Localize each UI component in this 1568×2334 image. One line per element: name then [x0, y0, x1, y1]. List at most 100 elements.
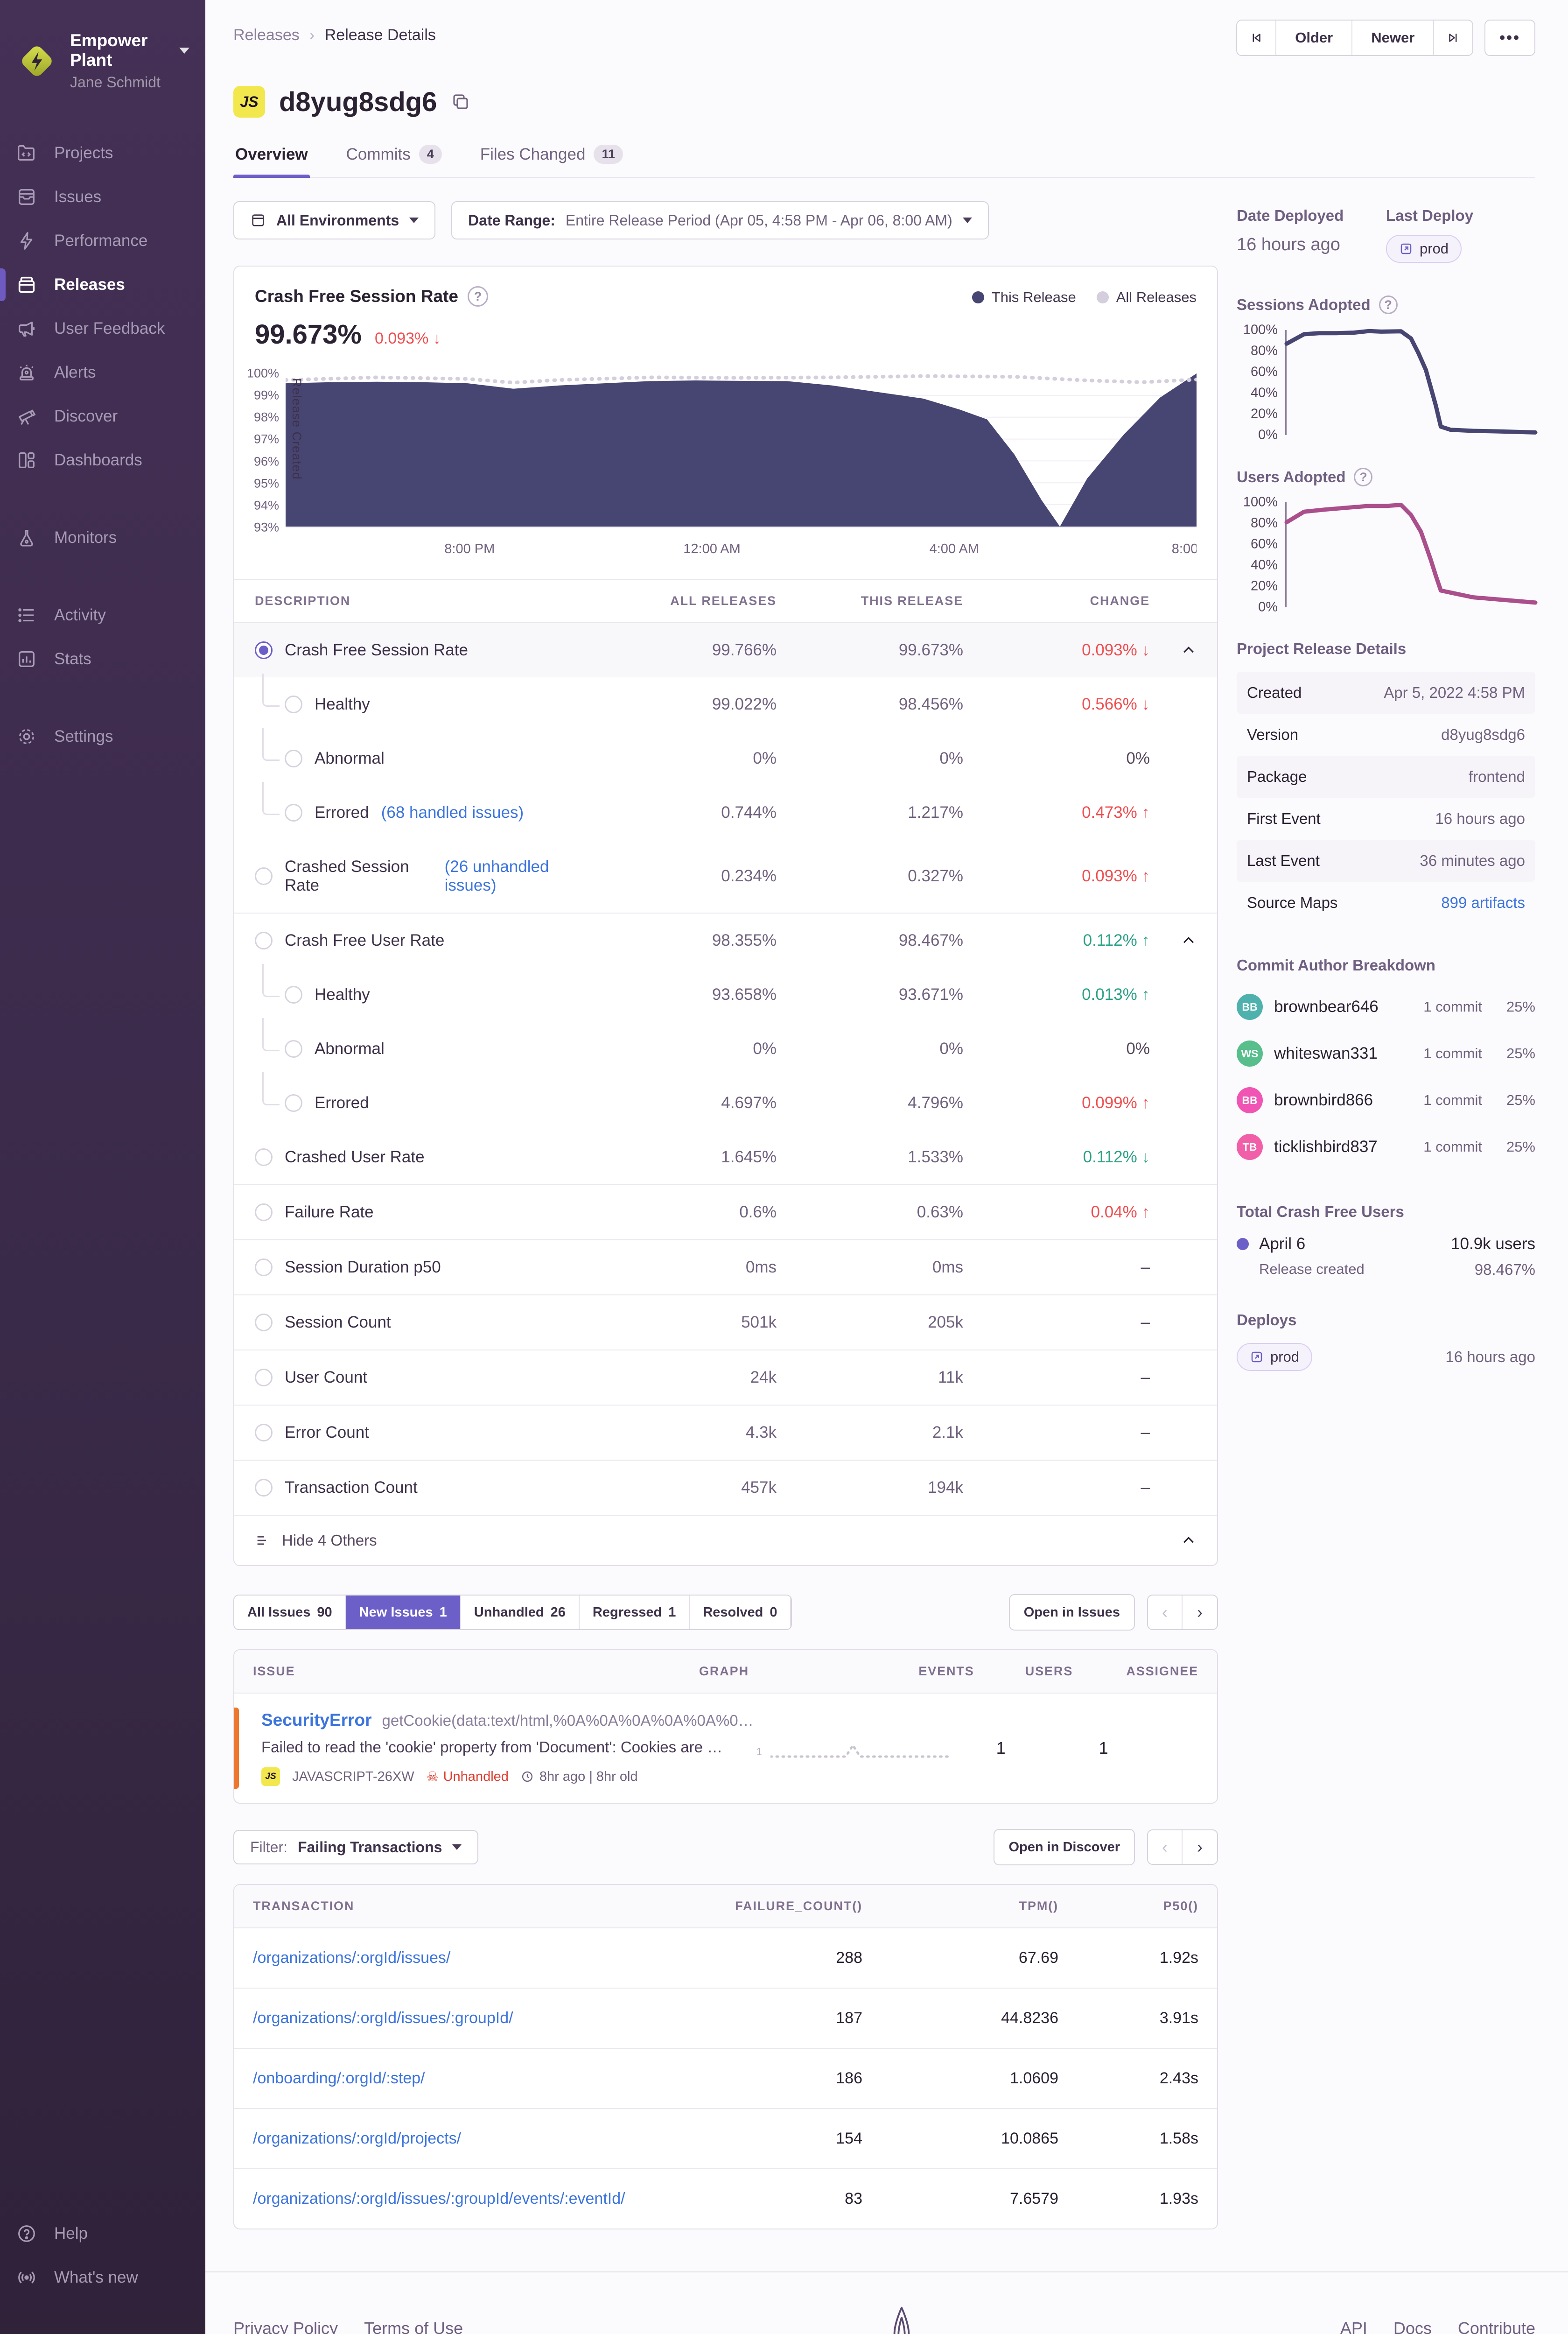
metric-radio[interactable]	[285, 1094, 302, 1112]
metric-radio[interactable]	[285, 804, 302, 822]
metric-radio[interactable]	[255, 1479, 273, 1497]
sidebar-item-stats[interactable]: Stats	[0, 637, 205, 681]
legend-this-release[interactable]: This Release	[972, 289, 1076, 306]
metric-this-release: 0.63%	[917, 1203, 963, 1221]
metric-radio[interactable]	[255, 867, 273, 885]
issues-tab-label: Regressed	[592, 1604, 662, 1620]
legend-all-releases[interactable]: All Releases	[1096, 289, 1197, 306]
footer-link[interactable]: Privacy Policy	[233, 2319, 338, 2334]
sidebar-item-monitors[interactable]: Monitors	[0, 516, 205, 560]
help-tooltip-icon[interactable]: ?	[1354, 468, 1373, 486]
metric-radio[interactable]	[255, 932, 273, 949]
tab-label: Files Changed	[480, 145, 586, 163]
metric-radio[interactable]	[255, 1203, 273, 1221]
metric-radio[interactable]	[285, 986, 302, 1004]
footer-link[interactable]: Terms of Use	[364, 2319, 463, 2334]
author-percentage: 25%	[1506, 1092, 1535, 1108]
metric-radio[interactable]	[255, 1369, 273, 1386]
sidebar-item-alerts[interactable]: Alerts	[0, 351, 205, 394]
issues-filter-tab[interactable]: Resolved 0	[690, 1596, 791, 1629]
prev-page-button[interactable]: ‹	[1148, 1596, 1183, 1629]
issues-filter-tab[interactable]: New Issues 1	[346, 1596, 461, 1629]
next-page-button[interactable]: ›	[1197, 1837, 1203, 1856]
sidebar-item-settings[interactable]: Settings	[0, 715, 205, 759]
oldest-button[interactable]	[1237, 21, 1277, 55]
open-in-discover-button[interactable]: Open in Discover	[994, 1829, 1135, 1865]
issues-filter-tab[interactable]: Unhandled 26	[461, 1596, 580, 1629]
hide-others-toggle[interactable]: Hide 4 Others	[234, 1515, 1217, 1565]
detail-row: Version d8yug8sdg6	[1237, 714, 1535, 756]
transaction-link[interactable]: /organizations/:orgId/issues/	[253, 1949, 451, 1967]
newer-button[interactable]: Newer	[1352, 21, 1435, 55]
next-page-button[interactable]: ›	[1197, 1603, 1203, 1622]
sidebar-item-activity[interactable]: Activity	[0, 593, 205, 637]
siren-icon	[19, 365, 34, 380]
footer-link[interactable]: API	[1340, 2319, 1367, 2334]
metric-label: Session Duration p50	[285, 1258, 441, 1276]
metric-radio[interactable]	[285, 750, 302, 767]
sidebar-footer: Help What's new Collapse	[0, 2212, 205, 2334]
release-details-table: Created Apr 5, 2022 4:58 PM Version d8yu…	[1237, 672, 1535, 924]
metric-radio[interactable]	[285, 1040, 302, 1058]
sidebar-item-dashboards[interactable]: Dashboards	[0, 438, 205, 482]
footer-link[interactable]: Docs	[1393, 2319, 1432, 2334]
tab-overview[interactable]: Overview	[233, 142, 310, 178]
help-tooltip-icon[interactable]: ?	[1379, 295, 1398, 314]
org-switcher[interactable]: Empower Plant Jane Schmidt	[0, 19, 205, 103]
metric-radio[interactable]	[255, 1258, 273, 1276]
sidebar-item-releases[interactable]: Releases	[0, 263, 205, 307]
date-range-filter[interactable]: Date Range: Entire Release Period (Apr 0…	[451, 201, 989, 239]
open-in-issues-button[interactable]: Open in Issues	[1008, 1594, 1135, 1631]
col-transaction: TRANSACTION	[253, 1899, 355, 1913]
metric-radio[interactable]	[255, 1314, 273, 1331]
prev-page-button[interactable]: ‹	[1148, 1830, 1183, 1864]
transactions-filter[interactable]: Filter: Failing Transactions	[233, 1830, 479, 1864]
deploy-env-pill[interactable]: prod	[1386, 235, 1462, 263]
metric-radio[interactable]	[255, 641, 273, 659]
sidebar-collapse-button[interactable]: Collapse	[0, 2333, 205, 2334]
metric-issues-link[interactable]: (68 handled issues)	[381, 803, 524, 822]
more-actions-button[interactable]: •••	[1484, 20, 1535, 56]
tab-commits[interactable]: Commits 4	[344, 142, 444, 177]
issues-filter-tab[interactable]: All Issues 90	[234, 1596, 346, 1629]
org-user: Jane Schmidt	[70, 74, 161, 91]
footer-link[interactable]: Contribute	[1457, 2319, 1535, 2334]
metric-radio[interactable]	[255, 1148, 273, 1166]
sidebar-item-issues[interactable]: Issues	[0, 175, 205, 219]
collapse-chevron-icon[interactable]	[1150, 933, 1197, 949]
area-chart	[286, 373, 1197, 527]
help-tooltip-icon[interactable]: ?	[467, 286, 488, 307]
transaction-link[interactable]: /onboarding/:orgId/:step/	[253, 2069, 425, 2087]
transaction-link[interactable]: /organizations/:orgId/projects/	[253, 2130, 462, 2147]
metric-issues-link[interactable]: (26 unhandled issues)	[444, 858, 549, 894]
sidebar-item-whats-new[interactable]: What's new	[0, 2256, 205, 2299]
crash-free-panel: Crash Free Session Rate ? This Release A…	[233, 266, 1218, 1566]
sidebar-item-discover[interactable]: Discover	[0, 394, 205, 438]
tab-files-changed[interactable]: Files Changed 11	[478, 142, 625, 177]
deploy-time: 16 hours ago	[1445, 1348, 1535, 1365]
metric-radio[interactable]	[285, 696, 302, 713]
newest-button[interactable]	[1434, 21, 1473, 55]
transaction-link[interactable]: /organizations/:orgId/issues/:groupId/	[253, 2009, 513, 2027]
sidebar-item-projects[interactable]: Projects	[0, 131, 205, 175]
sidebar-item-help[interactable]: Help	[0, 2212, 205, 2256]
transaction-link[interactable]: /organizations/:orgId/issues/:groupId/ev…	[253, 2190, 625, 2207]
metric-radio[interactable]	[255, 1424, 273, 1441]
metrics-row: Crashed Session Rate (26 unhandled issue…	[234, 840, 1217, 913]
assignee-dropdown[interactable]	[1155, 1737, 1217, 1759]
deploy-env-pill[interactable]: prod	[1237, 1343, 1313, 1371]
older-button[interactable]: Older	[1276, 21, 1353, 55]
avatar: BB	[1237, 1087, 1263, 1113]
sidebar-item-user-feedback[interactable]: User Feedback	[0, 307, 205, 351]
issues-filter-tab[interactable]: Regressed 1	[579, 1596, 690, 1629]
collapse-chevron-icon[interactable]	[1150, 642, 1197, 658]
environment-filter[interactable]: All Environments	[233, 201, 436, 239]
legend-label: All Releases	[1116, 289, 1197, 305]
copy-icon[interactable]	[451, 92, 470, 112]
col-p50: P50()	[1163, 1899, 1198, 1913]
sidebar-item-performance[interactable]: Performance	[0, 219, 205, 263]
sidebar-item-label: Releases	[54, 275, 125, 294]
issue-title-link[interactable]: SecurityError	[261, 1710, 372, 1729]
users-adopted-label: Users Adopted	[1237, 468, 1346, 485]
breadcrumb-releases[interactable]: Releases	[233, 26, 300, 44]
